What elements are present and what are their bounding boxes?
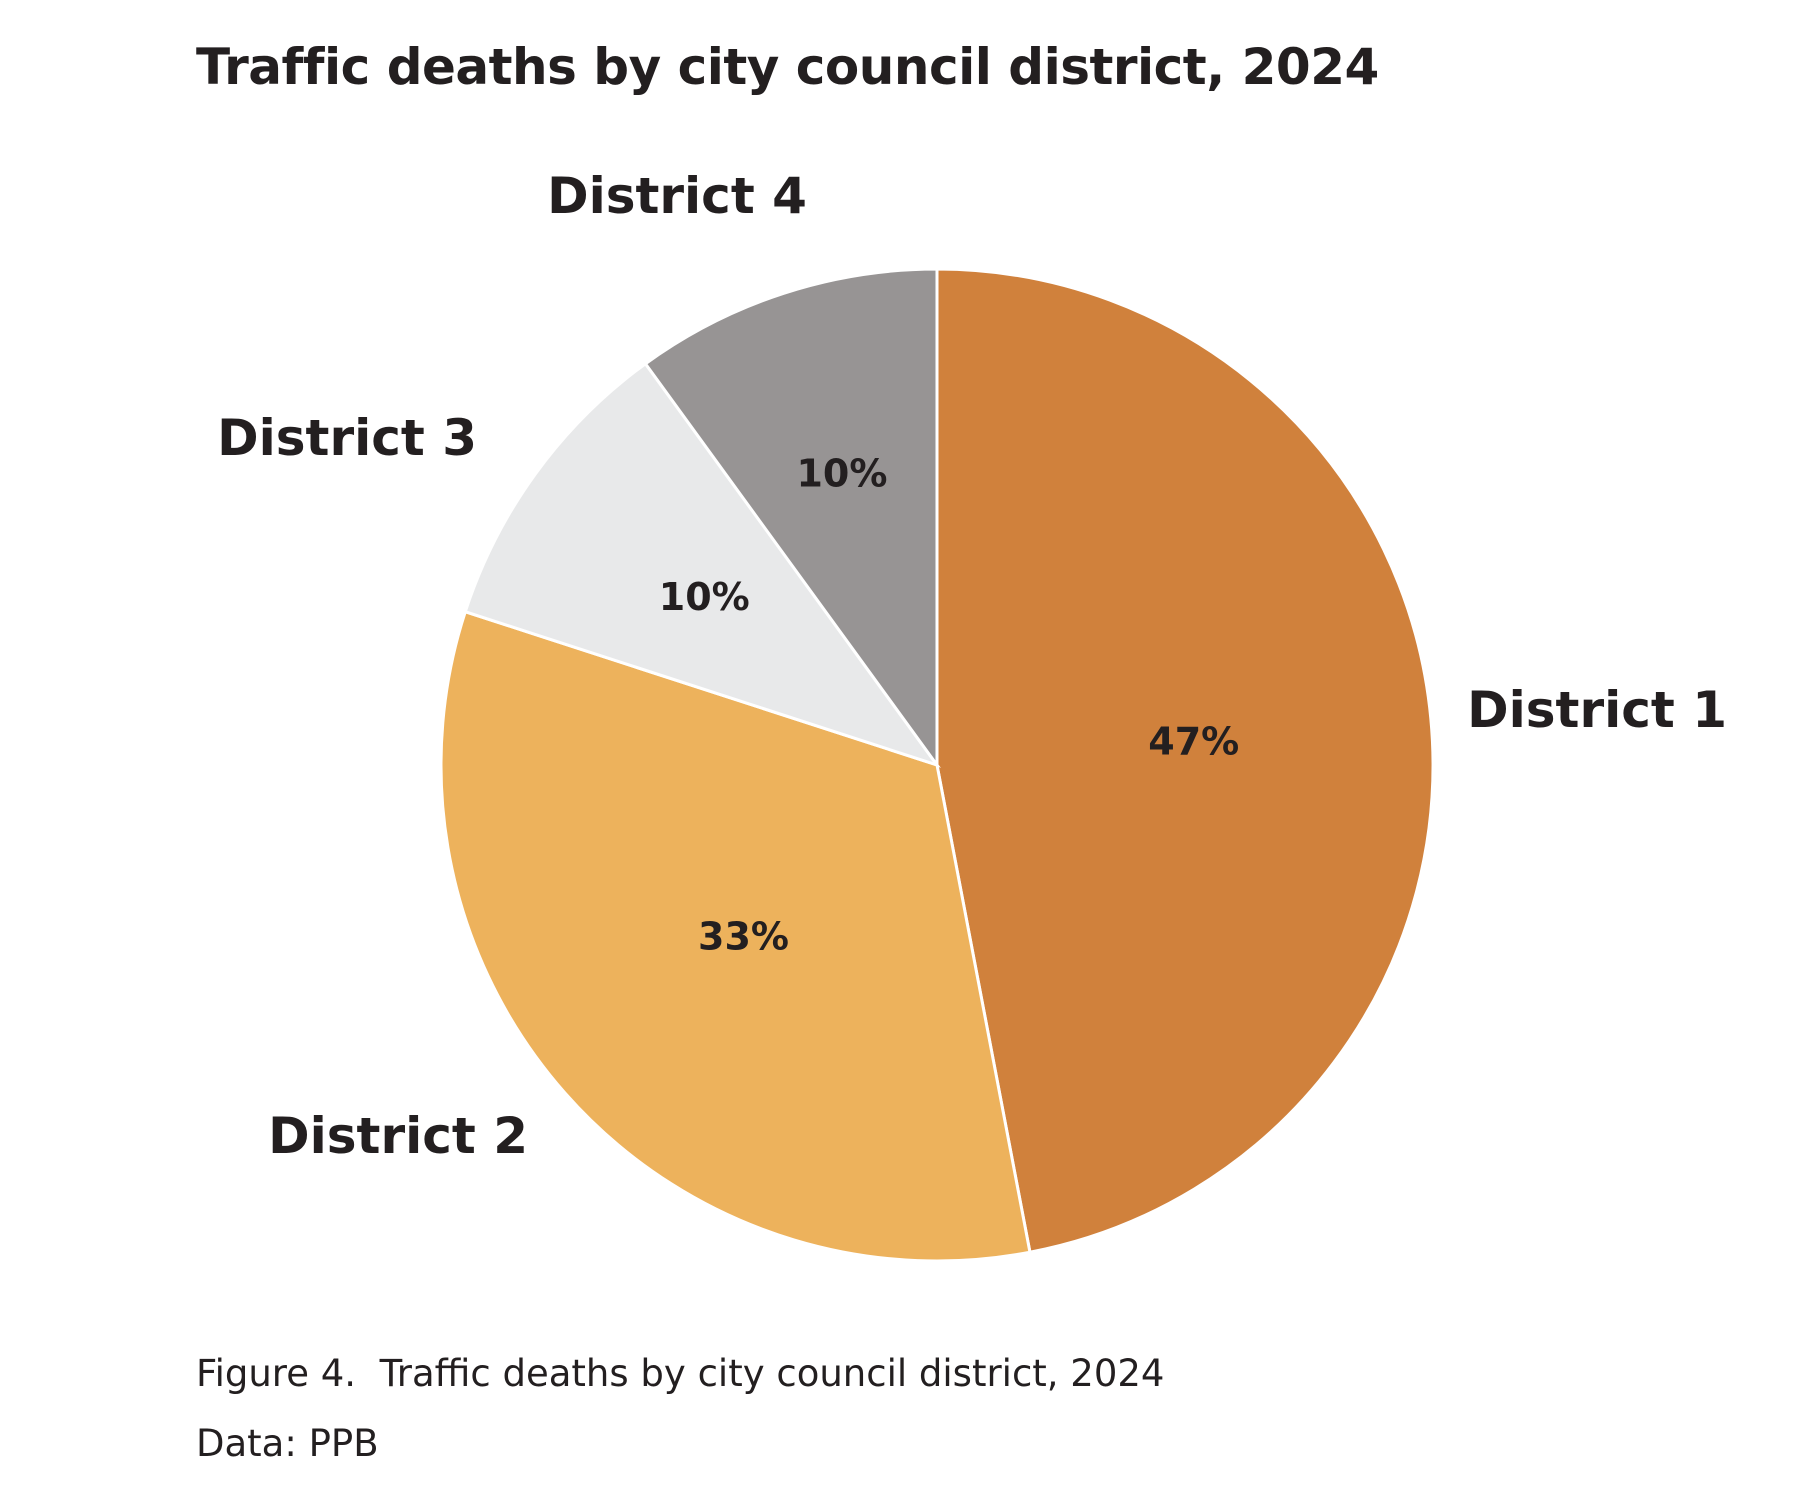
pie-slice-district-2: [439, 609, 1032, 1263]
pie-category-label: District 3: [217, 409, 477, 467]
pie-value-label: 47%: [1148, 720, 1239, 764]
data-source: Data: PPB: [196, 1422, 379, 1465]
figure-number: Figure 4.: [196, 1352, 357, 1395]
pie-category-labels: District 1 District 2 District 3 District 4: [217, 167, 1727, 1165]
pie-value-labels: 47% 33% 10% 10%: [659, 452, 1239, 959]
pie-slices: [439, 267, 1435, 1263]
pie-category-label: District 2: [268, 1107, 528, 1165]
pie-slice-district-1: [935, 267, 1435, 1254]
chart-title: Traffic deaths by city council district,…: [196, 38, 1379, 96]
pie-category-label: District 4: [547, 167, 807, 225]
pie-slice-district-4: [643, 267, 939, 770]
pie-value-label: 33%: [698, 915, 789, 959]
figure-caption-text: Traffic deaths by city council district,…: [379, 1352, 1165, 1395]
pie-value-label: 10%: [796, 452, 887, 496]
pie-slice-district-3: [463, 361, 941, 768]
pie-category-label: District 1: [1467, 681, 1727, 739]
figure-caption: Figure 4. Traffic deaths by city council…: [196, 1352, 1164, 1395]
pie-value-label: 10%: [659, 575, 750, 619]
